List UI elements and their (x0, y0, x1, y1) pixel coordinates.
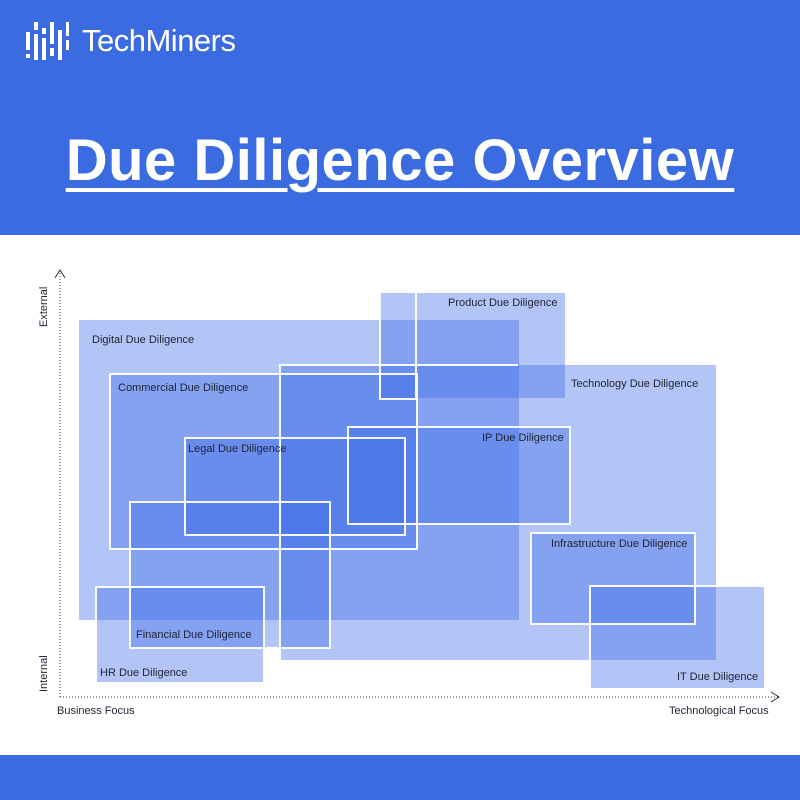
financial-outline (129, 501, 331, 649)
it-region (590, 586, 764, 688)
hr-region (96, 587, 264, 682)
commercial-label: Commercial Due Diligence (118, 382, 249, 394)
commercial-outline (109, 373, 418, 550)
it-label: IT Due Diligence (677, 671, 759, 683)
technology-top-outline (279, 364, 518, 366)
brand-logo[interactable]: TechMiners (24, 18, 236, 64)
ip-label: IP Due Diligence (482, 432, 564, 444)
legal-label: Legal Due Diligence (188, 443, 287, 455)
infrastructure-region (531, 533, 695, 624)
page-title-text: Due Diligence Overview (65, 128, 735, 193)
legal-outline (184, 437, 406, 536)
product-outline (379, 292, 417, 400)
axes (54, 269, 780, 703)
footer-banner (0, 755, 800, 800)
infrastructure-label: Infrastructure Due Diligence (551, 538, 688, 550)
financial-region (130, 502, 330, 648)
header-banner: TechMiners Due Diligence Overview (0, 0, 800, 235)
infrastructure-outline (530, 532, 696, 625)
diligence-diagram: Digital Due Diligence Product Due Dilige… (0, 235, 800, 755)
x-axis-arrow-icon (770, 691, 780, 703)
x-axis-right-label: Technological Focus (669, 705, 769, 717)
commercial-region (110, 374, 417, 549)
product-label: Product Due Diligence (448, 297, 558, 309)
page-title: Due Diligence Overview (0, 126, 800, 196)
product-region (380, 293, 565, 398)
y-axis-top-label: External (38, 286, 50, 327)
hr-outline (95, 586, 265, 683)
technology-outline (279, 364, 281, 661)
it-outline (589, 585, 765, 689)
technology-label: Technology Due Diligence (571, 378, 699, 390)
legal-region (185, 438, 405, 535)
y-axis-arrow-icon (54, 269, 66, 279)
financial-label: Financial Due Diligence (136, 629, 252, 641)
ip-region (348, 427, 570, 524)
techminers-logo-icon (26, 22, 69, 60)
brand-name: TechMiners (82, 23, 236, 58)
digital-region (79, 320, 519, 620)
technology-region (280, 365, 716, 660)
ip-outline (347, 426, 571, 525)
y-axis-bottom-label: Internal (38, 655, 50, 692)
digital-label: Digital Due Diligence (92, 334, 195, 346)
hr-label: HR Due Diligence (100, 667, 188, 679)
x-axis-left-label: Business Focus (57, 705, 135, 717)
